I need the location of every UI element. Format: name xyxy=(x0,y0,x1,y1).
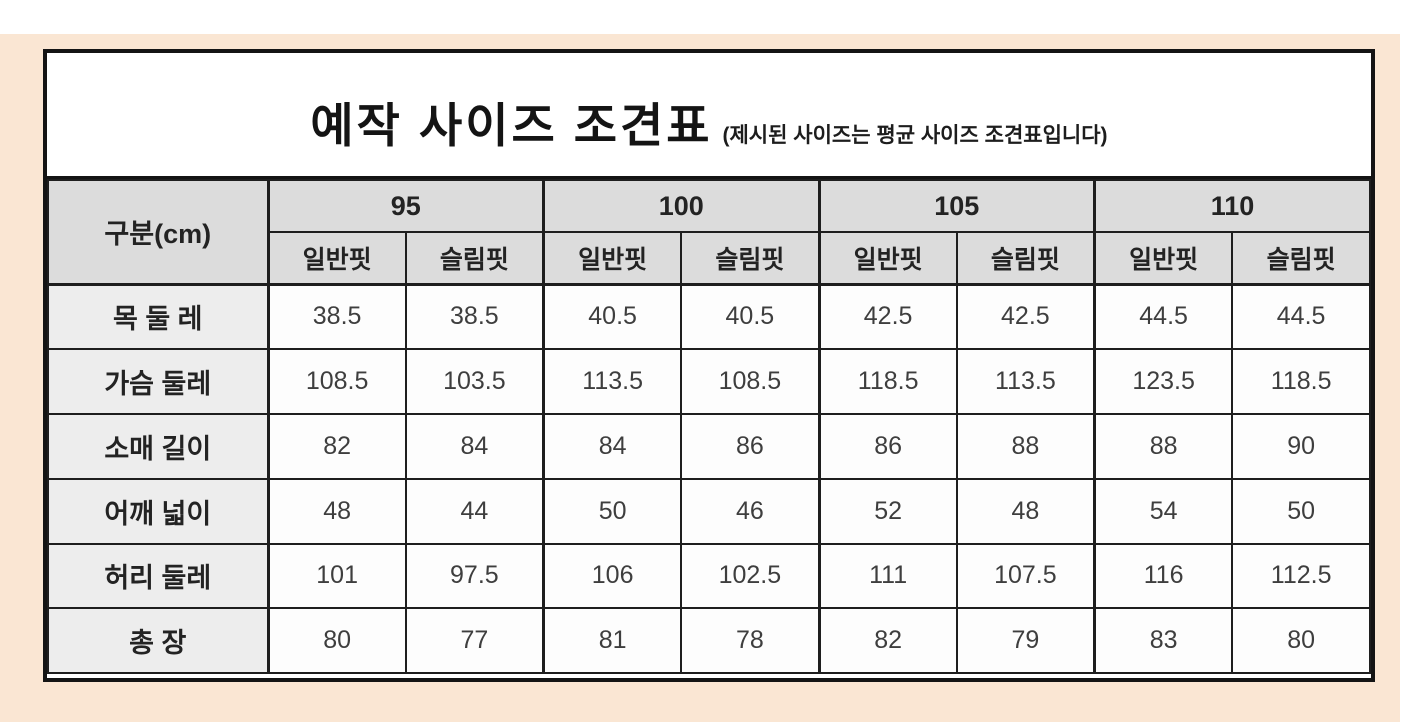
value-cell: 42.5 xyxy=(817,282,958,351)
value-cell: 86 xyxy=(680,413,820,480)
value-cell: 52 xyxy=(817,477,958,545)
value-cell: 50 xyxy=(542,477,683,545)
value-cell: 50 xyxy=(1231,477,1371,545)
value-cell: 118.5 xyxy=(1231,348,1371,416)
size-chart-sheet: 예작 사이즈 조견표 (제시된 사이즈는 평균 사이즈 조견표입니다) 구분(c… xyxy=(43,49,1375,682)
value-cell: 48 xyxy=(266,477,407,545)
fit-header: 슬림핏 xyxy=(404,231,545,286)
table-row: 어깨 넓이 48 44 50 46 52 48 54 50 xyxy=(47,477,1371,545)
page-title-note: (제시된 사이즈는 평균 사이즈 조견표입니다) xyxy=(722,124,1108,147)
table-row: 소매 길이 82 84 84 86 86 88 88 90 xyxy=(47,413,1371,480)
fit-header: 일반핏 xyxy=(817,231,958,286)
fit-header: 일반핏 xyxy=(266,231,407,286)
size-table: 구분(cm) 95 100 105 110 일반핏 슬림핏 일반핏 슬림핏 일반… xyxy=(47,179,1371,674)
value-cell: 40.5 xyxy=(542,282,683,351)
value-cell: 46 xyxy=(680,477,820,545)
value-cell: 108.5 xyxy=(680,348,820,416)
fit-header: 슬림핏 xyxy=(1231,231,1371,286)
size-header: 110 xyxy=(1093,179,1371,233)
value-cell: 82 xyxy=(266,413,407,480)
value-cell: 80 xyxy=(266,607,407,674)
fit-header: 슬림핏 xyxy=(680,231,820,286)
size-header: 100 xyxy=(542,179,820,233)
row-label: 가슴 둘레 xyxy=(47,348,270,416)
size-header: 95 xyxy=(266,179,545,233)
value-cell: 111 xyxy=(817,542,958,610)
value-cell: 83 xyxy=(1093,607,1234,674)
value-cell: 44.5 xyxy=(1093,282,1234,351)
value-cell: 113.5 xyxy=(542,348,683,416)
value-cell: 48 xyxy=(955,477,1096,545)
value-cell: 54 xyxy=(1093,477,1234,545)
row-label: 목 둘 레 xyxy=(47,282,270,351)
value-cell: 108.5 xyxy=(266,348,407,416)
value-cell: 88 xyxy=(955,413,1096,480)
fit-header-row: 일반핏 슬림핏 일반핏 슬림핏 일반핏 슬림핏 일반핏 슬림핏 xyxy=(48,231,1371,286)
value-cell: 82 xyxy=(817,607,958,674)
value-cell: 113.5 xyxy=(955,348,1096,416)
corner-header: 구분(cm) xyxy=(47,179,270,286)
row-label: 허리 둘레 xyxy=(47,542,270,610)
size-header-row: 구분(cm) 95 100 105 110 xyxy=(47,179,1371,286)
table-row: 허리 둘레 101 97.5 106 102.5 111 107.5 116 1… xyxy=(47,542,1371,610)
value-cell: 80 xyxy=(1231,607,1371,674)
table-row: 총 장 80 77 81 78 82 79 83 80 xyxy=(47,607,1371,674)
fit-header: 일반핏 xyxy=(542,231,683,286)
value-cell: 40.5 xyxy=(680,282,820,351)
value-cell: 123.5 xyxy=(1093,348,1234,416)
row-label: 어깨 넓이 xyxy=(47,477,270,545)
row-label: 소매 길이 xyxy=(47,413,270,480)
fit-header: 일반핏 xyxy=(1093,231,1234,286)
value-cell: 77 xyxy=(404,607,545,674)
size-header: 105 xyxy=(817,179,1096,233)
value-cell: 106 xyxy=(542,542,683,610)
fit-header: 슬림핏 xyxy=(955,231,1096,286)
table-row: 가슴 둘레 108.5 103.5 113.5 108.5 118.5 113.… xyxy=(47,348,1371,416)
value-cell: 81 xyxy=(542,607,683,674)
value-cell: 97.5 xyxy=(404,542,545,610)
value-cell: 101 xyxy=(266,542,407,610)
table-row: 목 둘 레 38.5 38.5 40.5 40.5 42.5 42.5 44.5… xyxy=(47,282,1371,351)
value-cell: 78 xyxy=(680,607,820,674)
value-cell: 44 xyxy=(404,477,545,545)
value-cell: 103.5 xyxy=(404,348,545,416)
value-cell: 107.5 xyxy=(955,542,1096,610)
value-cell: 38.5 xyxy=(266,282,407,351)
value-cell: 112.5 xyxy=(1231,542,1371,610)
value-cell: 88 xyxy=(1093,413,1234,480)
page-title: 예작 사이즈 조견표 xyxy=(310,99,713,152)
value-cell: 116 xyxy=(1093,542,1234,610)
value-cell: 38.5 xyxy=(404,282,545,351)
value-cell: 90 xyxy=(1231,413,1371,480)
value-cell: 84 xyxy=(404,413,545,480)
value-cell: 86 xyxy=(817,413,958,480)
value-cell: 118.5 xyxy=(817,348,958,416)
chart-title-block: 예작 사이즈 조견표 (제시된 사이즈는 평균 사이즈 조견표입니다) xyxy=(47,53,1371,179)
value-cell: 102.5 xyxy=(680,542,820,610)
value-cell: 44.5 xyxy=(1231,282,1371,351)
value-cell: 84 xyxy=(542,413,683,480)
value-cell: 79 xyxy=(955,607,1096,674)
row-label: 총 장 xyxy=(47,607,270,674)
value-cell: 42.5 xyxy=(955,282,1096,351)
